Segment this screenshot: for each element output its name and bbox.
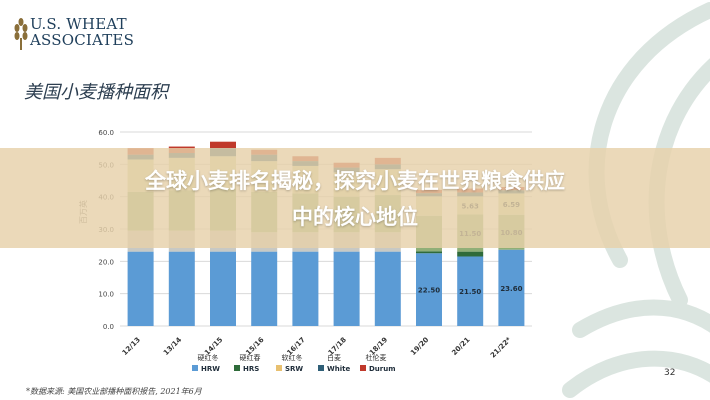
legend-swatch [318, 365, 324, 371]
headline-banner [0, 148, 710, 248]
legend-label-cn: 硬红冬 [198, 353, 219, 362]
bar-segment-hrw [292, 251, 319, 326]
bar-segment-hrw [416, 253, 442, 326]
bar-segment-hrw [127, 251, 154, 326]
y-tick-label: 20.0 [98, 258, 114, 266]
source-footnote: *数据来源: 美国农业部播种面积报告, 2021年6月 [26, 387, 202, 396]
logo-text: U.S. WHEAT ASSOCIATES [30, 16, 134, 48]
data-label: 23.60 [500, 285, 522, 293]
wheat-logo-icon [14, 18, 28, 50]
legend-label-cn: 杜伦麦 [366, 353, 387, 362]
legend-swatch [360, 365, 366, 371]
bar-segment-hrw [210, 251, 236, 326]
legend-label-en: SRW [285, 365, 303, 373]
bar-segment-durum [210, 141, 236, 149]
x-tick-label: 12/13 [121, 336, 142, 357]
y-tick-label: 60.0 [98, 129, 114, 137]
logo-line-1: U.S. WHEAT [30, 15, 127, 33]
legend-label-en: HRW [201, 365, 220, 373]
x-tick-label: 13/14 [162, 336, 183, 357]
bar-segment-hrw [457, 256, 484, 326]
bar-segment-hrw [498, 249, 525, 326]
y-tick-label: 10.0 [98, 291, 114, 299]
legend-label-en: HRS [243, 365, 259, 373]
legend-swatch [276, 365, 282, 371]
headline-line-2: 中的核心地位 [292, 205, 418, 229]
legend-label-en: Durum [369, 365, 396, 373]
headline-line-1: 全球小麦排名揭秘，探究小麦在世界粮食供应 [145, 169, 565, 193]
x-tick-label: 20/21 [450, 336, 471, 357]
legend-label-cn: 软红冬 [282, 353, 303, 362]
bar-segment-hrw [374, 251, 401, 326]
bar-segment-hrw [168, 251, 195, 326]
logo-line-2: ASSOCIATES [30, 31, 135, 49]
legend-label-en: White [327, 365, 350, 373]
bar-segment-hrw [333, 251, 360, 326]
slide-title: 美国小麦播种面积 [24, 82, 168, 103]
legend-label-cn: 白麦 [327, 353, 341, 362]
data-label: 21.50 [459, 288, 481, 296]
x-tick-label: 21/22* [489, 336, 513, 360]
legend-swatch [234, 365, 240, 371]
x-tick-label: 19/20 [409, 336, 430, 357]
headline-text: 全球小麦排名揭秘，探究小麦在世界粮食供应 中的核心地位 [40, 163, 670, 235]
data-label: 22.50 [418, 287, 440, 295]
y-tick-label: 0.0 [103, 323, 114, 331]
legend-swatch [192, 365, 198, 371]
bar-segment-hrw [251, 251, 278, 326]
bar-segment-hrs [457, 251, 484, 257]
bar-segment-hrs [416, 251, 442, 254]
legend-label-cn: 硬红春 [240, 353, 261, 362]
page-number: 32 [664, 368, 676, 378]
